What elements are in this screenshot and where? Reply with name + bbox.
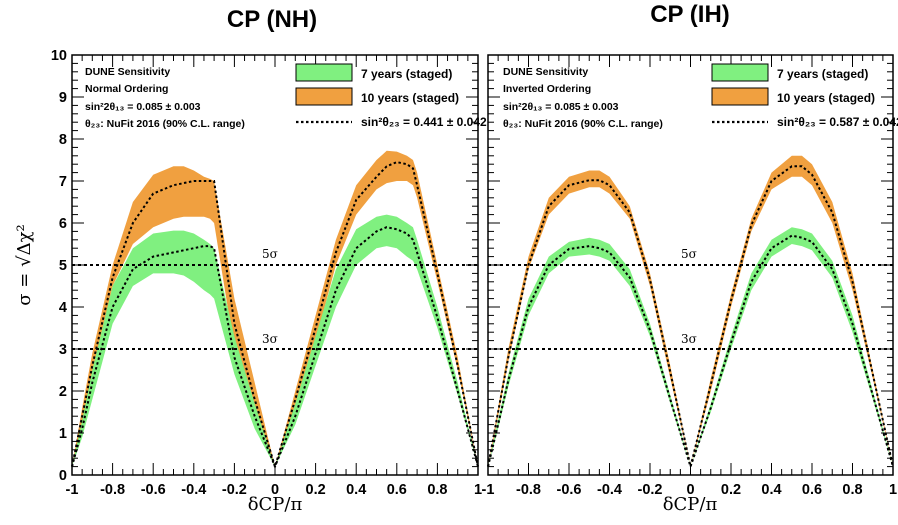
ih-legend-swatch-10yr — [712, 88, 768, 105]
nh-3sigma-label: 3σ — [262, 332, 278, 346]
ih-x-tick-label: 0.8 — [842, 482, 862, 498]
nh-y-tick-label: 10 — [51, 48, 67, 64]
ih-band-10yr — [488, 156, 893, 467]
nh-y-tick-label: 8 — [59, 132, 67, 148]
ih-annotation-line-1: DUNE Sensitivity — [503, 66, 588, 78]
ih-x-tick-label: -0.8 — [516, 482, 541, 498]
nh-legend-label-dotted: sin²θ₂₃ = 0.441 ± 0.042 — [361, 115, 487, 129]
ih-annotation-line-2: Inverted Ordering — [503, 83, 591, 95]
nh-y-tick-label: 0 — [59, 468, 67, 484]
nh-y-tick-label: 7 — [59, 174, 67, 190]
nh-panel: CP (NH) -1 -0.8 -0.6 -0.4 -0.2 0 0.2 0.4 0.6 0.8 1… — [14, 6, 487, 515]
nh-x-tick-label: 0.6 — [387, 482, 407, 498]
nh-y-tick-label: 4 — [59, 300, 67, 316]
ih-x-tick-label: -1 — [482, 482, 495, 498]
nh-y-tick-label: 3 — [59, 342, 67, 358]
nh-x-tick-label: -0.6 — [141, 482, 166, 498]
nh-x-tick-label: 0.2 — [306, 482, 326, 498]
ih-x-tick-label: 0.4 — [761, 482, 781, 498]
nh-annotation-line-1: DUNE Sensitivity — [85, 66, 170, 78]
nh-y-tick-label: 5 — [59, 258, 67, 274]
ih-x-tick-label: 0.2 — [721, 482, 741, 498]
nh-5sigma-label: 5σ — [262, 247, 278, 261]
ih-x-tick-label: -0.4 — [597, 482, 622, 498]
ih-annotation-line-3: sin²2θ₁₃ = 0.085 ± 0.003 — [503, 101, 619, 113]
ih-legend-label-10yr: 10 years (staged) — [777, 91, 875, 105]
nh-legend-label-10yr: 10 years (staged) — [361, 91, 459, 105]
nh-legend: 7 years (staged) 10 years (staged) sin²θ… — [296, 64, 487, 129]
ih-panel: CP (IH) -1 -0.8 -0.6 -0.4 -0.2 0 0.2 0.4 0.6 0.8 1… — [482, 1, 898, 515]
nh-x-tick-label: -0.2 — [222, 482, 247, 498]
ih-3sigma-label: 3σ — [681, 332, 697, 346]
ih-x-tick-label: -0.6 — [557, 482, 582, 498]
nh-band-10yr — [72, 151, 478, 467]
ih-band-7yr — [488, 227, 893, 466]
nh-legend-swatch-7yr — [296, 64, 352, 81]
nh-annotation-line-3: sin²2θ₁₃ = 0.085 ± 0.003 — [85, 101, 201, 113]
nh-y-tick-label: 2 — [59, 384, 67, 400]
nh-legend-swatch-10yr — [296, 88, 352, 105]
ih-x-tick-label: 1 — [889, 482, 897, 498]
ih-x-tick-label: -0.2 — [638, 482, 663, 498]
ih-5sigma-label: 5σ — [681, 247, 697, 261]
nh-y-tick-label: 1 — [59, 426, 67, 442]
nh-annotation-line-2: Normal Ordering — [85, 83, 168, 95]
ih-legend-swatch-7yr — [712, 64, 768, 81]
ih-title: CP (IH) — [650, 1, 730, 28]
nh-y-tick-label: 6 — [59, 216, 67, 232]
y-axis-label: σ = √Δχ² — [14, 224, 35, 305]
nh-x-tick-label: -0.4 — [181, 482, 206, 498]
nh-x-tick-label: 0.8 — [427, 482, 447, 498]
nh-x-tick-label: 0.4 — [346, 482, 366, 498]
nh-annotation-line-4: θ₂₃: NuFit 2016 (90% C.L. range) — [85, 118, 245, 130]
nh-y-tick-label: 9 — [59, 90, 67, 106]
ih-x-tick-label: 0.6 — [802, 482, 822, 498]
nh-x-tick-label: -0.8 — [100, 482, 125, 498]
ih-legend-label-dotted: sin²θ₂₃ = 0.587 ± 0.042 — [777, 115, 898, 129]
ih-legend: 7 years (staged) 10 years (staged) sin²θ… — [712, 64, 898, 129]
nh-legend-label-7yr: 7 years (staged) — [361, 67, 452, 81]
nh-x-tick-label: -1 — [66, 482, 79, 498]
nh-annotation: DUNE Sensitivity Normal Ordering sin²2θ₁… — [85, 66, 245, 130]
ih-x-axis-label: δCP/π — [663, 494, 718, 515]
ih-annotation-line-4: θ₂₃: NuFit 2016 (90% C.L. range) — [503, 118, 663, 130]
ih-annotation: DUNE Sensitivity Inverted Ordering sin²2… — [503, 66, 663, 130]
ih-legend-label-7yr: 7 years (staged) — [777, 67, 868, 81]
nh-x-axis-label: δCP/π — [248, 494, 303, 515]
nh-title: CP (NH) — [227, 6, 317, 33]
